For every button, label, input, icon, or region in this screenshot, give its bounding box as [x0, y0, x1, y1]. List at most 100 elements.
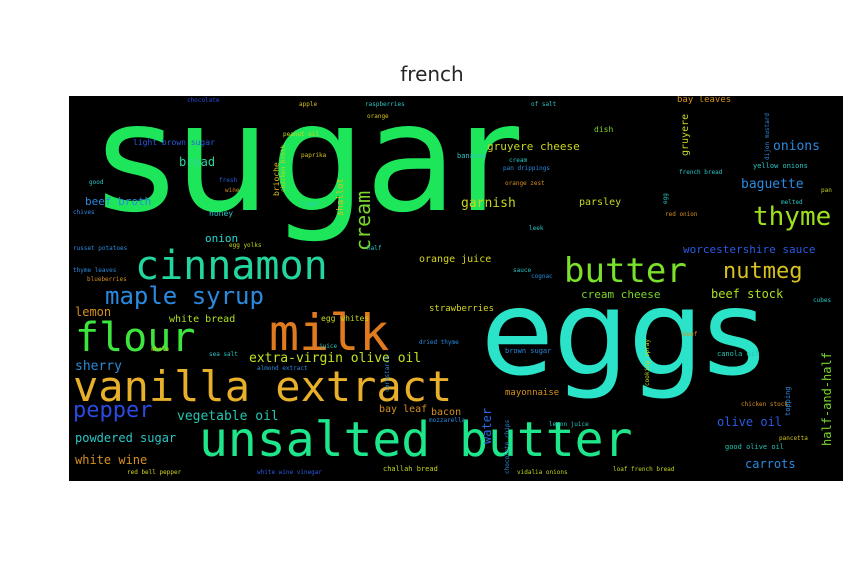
- word-paprika: paprika: [301, 152, 327, 159]
- word-dried-thyme: dried thyme: [419, 339, 459, 346]
- word-cinnamon: cinnamon: [135, 243, 328, 289]
- word-shallot: shallot: [336, 178, 346, 216]
- word-juice: juice: [319, 343, 338, 350]
- word-beef: beef: [683, 331, 698, 338]
- word-cornstarch: cornstarch: [384, 355, 391, 392]
- word-chocolate-chips: chocolate chips: [504, 419, 511, 474]
- word-strawberries: strawberries: [429, 304, 495, 314]
- word-pepper: pepper: [73, 398, 153, 423]
- word-good-olive-oil: good olive oil: [725, 443, 785, 451]
- word-good: good: [89, 179, 104, 186]
- word-honey: honey: [209, 209, 234, 218]
- word-sherry: sherry: [75, 359, 122, 374]
- word-dish: dish: [594, 125, 614, 134]
- word-worcestershire-sauce: worcestershire sauce: [683, 243, 816, 256]
- word-whole: whole: [151, 346, 170, 353]
- word-gruyere-cheese: gruyere cheese: [487, 140, 580, 153]
- word-lemon: lemon: [75, 305, 112, 319]
- word-maple-syrup: maple syrup: [105, 282, 264, 310]
- word-raspberries: raspberries: [365, 101, 405, 108]
- word-brown-sugar: brown sugar: [505, 347, 552, 355]
- word-canola-oil: canola oil: [717, 350, 760, 358]
- word-chives: chives: [73, 209, 95, 216]
- word-red-onion: red onion: [665, 211, 698, 218]
- word-light-brown-sugar: light brown sugar: [133, 138, 215, 147]
- word-sauce: sauce: [513, 267, 532, 274]
- word-nutmeg: nutmeg: [723, 259, 803, 284]
- word-light: light: [301, 201, 320, 208]
- word-garnish: garnish: [461, 196, 516, 211]
- word-carrots: carrots: [745, 457, 796, 471]
- word-cream-small: cream: [509, 157, 528, 164]
- word-challah-bread: challah bread: [383, 465, 438, 473]
- word-parsley: parsley: [579, 197, 622, 208]
- word-wine: wine: [225, 187, 240, 194]
- word-butter: butter: [564, 251, 687, 291]
- word-cubes: cubes: [813, 297, 832, 304]
- word-vidalia-onions: vidalia onions: [517, 469, 568, 476]
- word-mozzarella: mozzarella: [429, 417, 466, 424]
- word-almond-extract: almond extract: [257, 365, 308, 372]
- word-french-bread: french bread: [679, 169, 723, 176]
- word-orange-zest: orange zest: [505, 180, 545, 187]
- word-chocolate: chocolate: [187, 97, 220, 104]
- word-vanilla-extract: vanilla extract: [73, 362, 453, 411]
- word-peanut-oil: peanut oil: [283, 131, 320, 138]
- word-of-salt: of salt: [531, 101, 557, 108]
- word-loaf-french-bread: loaf french bread: [613, 466, 675, 473]
- word-lemon-juice: lemon juice: [549, 421, 589, 428]
- word-beef-stock: beef stock: [711, 287, 784, 301]
- word-topping: topping: [784, 386, 792, 416]
- word-cognac: cognac: [531, 273, 553, 280]
- word-beef-broth: beef broth: [85, 195, 152, 208]
- word-cream: cream: [351, 190, 375, 251]
- word-sea-salt: sea salt: [209, 351, 238, 358]
- word-olive-oil: olive oil: [717, 415, 783, 429]
- word-gruyere: gruyere: [680, 113, 691, 156]
- word-white-bread: white bread: [169, 314, 236, 325]
- word-vegetable-oil: vegetable oil: [177, 409, 279, 424]
- word-pan: pan: [821, 187, 832, 194]
- word-pancetta: pancetta: [779, 435, 808, 442]
- word-melted: melted: [781, 199, 803, 206]
- word-yellow-onions: yellow onions: [753, 162, 808, 170]
- word-egg: egg: [662, 193, 669, 204]
- word-egg-yolks: egg yolks: [229, 242, 262, 249]
- word-eggs: eggs: [481, 264, 765, 402]
- word-white-wine-vinegar: white wine vinegar: [257, 469, 323, 476]
- word-orange: orange: [367, 113, 389, 120]
- word-onion: onion: [205, 232, 239, 245]
- word-red-bell-pepper: red bell pepper: [127, 469, 182, 476]
- word-half-and-half: half-and-half: [820, 352, 834, 446]
- word-unsalted-butter: unsalted butter: [199, 412, 633, 468]
- chart-title: french: [400, 62, 464, 86]
- word-mayonnaise: mayonnaise: [505, 388, 560, 398]
- word-white-wine: white wine: [75, 453, 148, 467]
- word-leek: leek: [529, 225, 544, 232]
- word-bananas: bananas: [457, 152, 487, 160]
- word-thyme-leaves: thyme leaves: [73, 267, 117, 274]
- word-cooking-spray: cooking spray: [644, 339, 651, 386]
- word-dijon-mustard: dijon mustard: [764, 113, 771, 160]
- word-water: water: [480, 407, 494, 444]
- word-chicken-stock: chicken stock: [741, 401, 788, 408]
- word-half: half: [367, 245, 382, 252]
- word-bacon: bacon: [431, 407, 462, 418]
- word-onions: onions: [773, 139, 820, 154]
- word-flour: flour: [75, 315, 196, 361]
- word-cloud: sugar eggs unsalted butter vanilla extra…: [69, 96, 843, 481]
- word-bread: bread: [179, 155, 216, 169]
- word-milk: milk: [269, 304, 390, 362]
- word-pan-drippings: pan drippings: [503, 165, 550, 172]
- word-blueberries: blueberries: [87, 276, 127, 283]
- word-extra-virgin-olive-oil: extra-virgin olive oil: [249, 351, 422, 366]
- word-cream-cheese: cream cheese: [581, 288, 661, 301]
- word-bay-leaves: bay leaves: [677, 96, 732, 105]
- word-bay-leaf: bay leaf: [379, 404, 428, 415]
- word-orange-juice: orange juice: [419, 254, 492, 265]
- word-thyme: thyme: [753, 202, 832, 232]
- word-sugar: sugar: [97, 96, 520, 246]
- word-russet-potatoes: russet potatoes: [73, 245, 128, 252]
- word-fresh: fresh: [219, 177, 238, 184]
- word-baguette: baguette: [741, 177, 804, 192]
